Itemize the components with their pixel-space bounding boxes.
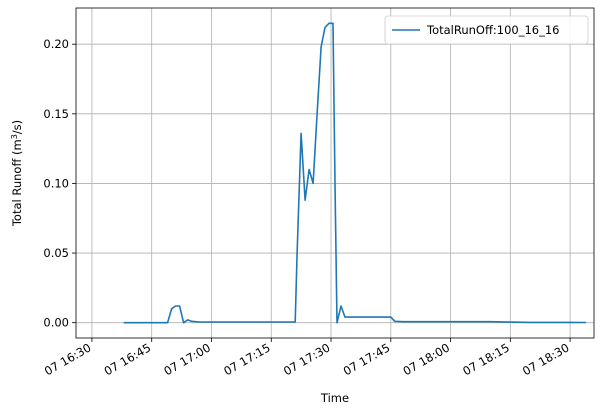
y-axis-ticks: 0.00 0.05 0.10 0.15 0.20 xyxy=(43,37,76,330)
y-axis-label-suffix: /s) xyxy=(10,120,24,134)
y-tick-label: 0.05 xyxy=(43,246,69,260)
legend: TotalRunOff:100_16_16 xyxy=(384,15,589,45)
y-axis-label: Total Runoff (m3/s) xyxy=(10,120,25,227)
y-tick-label: 0.10 xyxy=(43,176,69,190)
x-axis-label: Time xyxy=(320,391,349,405)
series-layer xyxy=(123,22,587,324)
legend-label: TotalRunOff:100_16_16 xyxy=(426,23,559,37)
y-tick-label: 0.00 xyxy=(43,316,69,330)
y-axis-label-superscript: 3 xyxy=(10,134,19,139)
y-tick-label: 0.15 xyxy=(43,107,69,121)
y-axis-label-prefix: Total Runoff (m xyxy=(10,139,24,227)
legend-box xyxy=(384,15,589,45)
y-tick-label: 0.20 xyxy=(43,37,69,51)
plot-area-frame xyxy=(75,7,595,339)
series-line xyxy=(123,22,587,324)
